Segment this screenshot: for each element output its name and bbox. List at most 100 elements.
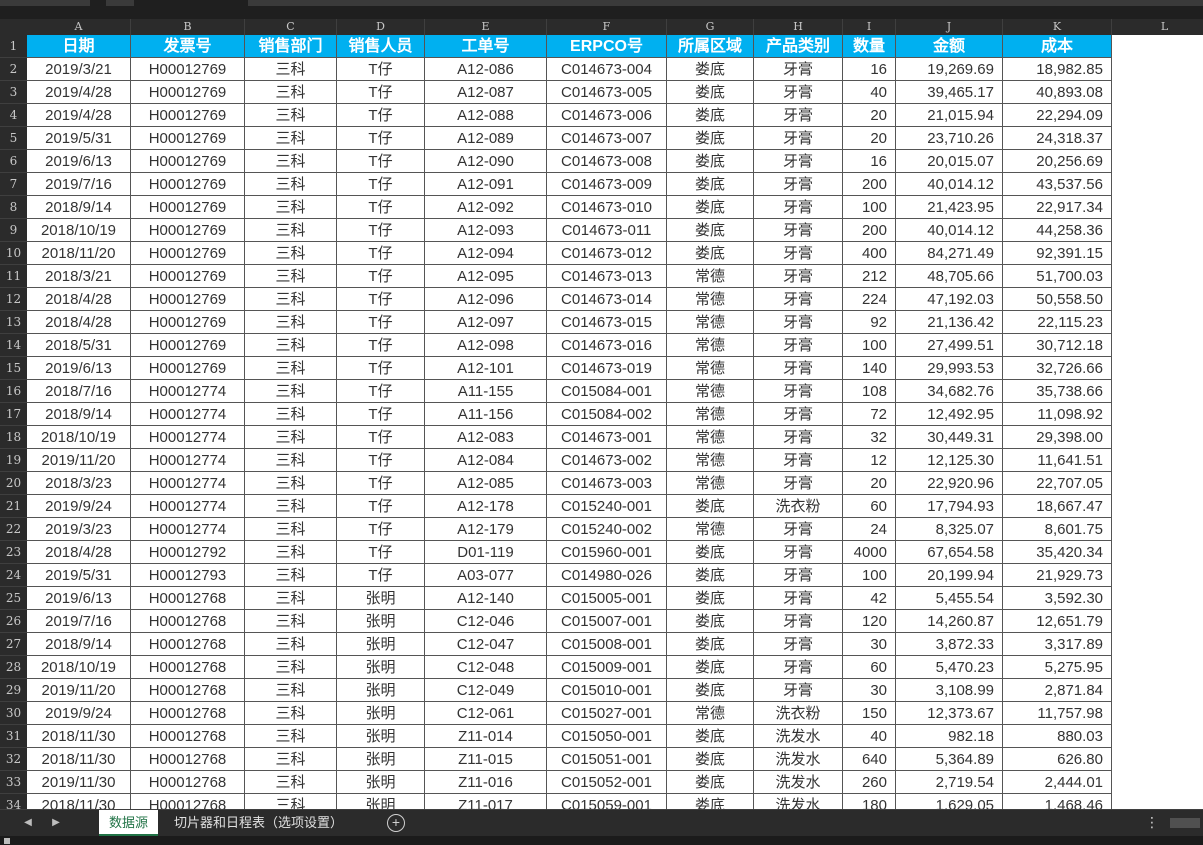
cell-date[interactable]: 2018/9/14 [27,196,131,219]
cell-product[interactable]: 牙膏 [754,541,843,564]
cell-product[interactable]: 牙膏 [754,679,843,702]
cell-amount[interactable]: 67,654.58 [896,541,1003,564]
cell-region[interactable]: 娄底 [667,633,754,656]
cell-invoice[interactable]: H00012769 [131,334,245,357]
cell-salesperson[interactable]: T仔 [337,173,425,196]
cell-product[interactable]: 洗衣粉 [754,702,843,725]
row-header-14[interactable]: 14 [0,334,27,357]
cell-date[interactable]: 2019/6/13 [27,150,131,173]
cell-invoice[interactable]: H00012768 [131,794,245,809]
cell-quantity[interactable]: 60 [843,495,896,518]
cell-quantity[interactable]: 640 [843,748,896,771]
cell-date[interactable]: 2019/11/20 [27,679,131,702]
cell-salesperson[interactable]: T仔 [337,81,425,104]
cell-date[interactable]: 2018/11/20 [27,242,131,265]
header-cell-invoice[interactable]: 发票号 [131,35,245,58]
header-cell-quantity[interactable]: 数量 [843,35,896,58]
cell-date[interactable]: 2018/10/19 [27,656,131,679]
cell-amount[interactable]: 14,260.87 [896,610,1003,633]
cell-quantity[interactable]: 180 [843,794,896,809]
cell-salesperson[interactable]: T仔 [337,127,425,150]
cell-department[interactable]: 三科 [245,426,337,449]
tab-data-source[interactable]: 数据源 [99,810,159,836]
cell-work-order[interactable]: Z11-017 [425,794,547,809]
cell-invoice[interactable]: H00012774 [131,495,245,518]
cell-quantity[interactable]: 42 [843,587,896,610]
cell-amount[interactable]: 40,014.12 [896,219,1003,242]
cell-cost[interactable]: 8,601.75 [1003,518,1112,541]
cell-cost[interactable]: 35,738.66 [1003,380,1112,403]
cell-amount[interactable]: 12,125.30 [896,449,1003,472]
cell-work-order[interactable]: D01-119 [425,541,547,564]
cell-invoice[interactable]: H00012769 [131,81,245,104]
row-header-6[interactable]: 6 [0,150,27,173]
cell-department[interactable]: 三科 [245,288,337,311]
cell-date[interactable]: 2018/10/19 [27,426,131,449]
cell-invoice[interactable]: H00012792 [131,541,245,564]
cell-work-order[interactable]: A12-084 [425,449,547,472]
cell-amount[interactable]: 40,014.12 [896,173,1003,196]
cell-product[interactable]: 牙膏 [754,380,843,403]
cell-product[interactable]: 牙膏 [754,242,843,265]
cell-department[interactable]: 三科 [245,748,337,771]
cell-date[interactable]: 2019/11/30 [27,771,131,794]
header-cell-work-order[interactable]: 工单号 [425,35,547,58]
cell-quantity[interactable]: 16 [843,150,896,173]
cell-quantity[interactable]: 20 [843,104,896,127]
cell-salesperson[interactable]: 张明 [337,702,425,725]
cell-salesperson[interactable]: 张明 [337,633,425,656]
cell-invoice[interactable]: H00012769 [131,150,245,173]
row-header-2[interactable]: 2 [0,58,27,81]
macro-record-icon[interactable] [4,838,10,844]
cell-erpco[interactable]: C014673-010 [547,196,667,219]
cell-work-order[interactable]: A12-083 [425,426,547,449]
cell-work-order[interactable]: A12-101 [425,357,547,380]
cell-region[interactable]: 娄底 [667,771,754,794]
cell-quantity[interactable]: 32 [843,426,896,449]
cell-work-order[interactable]: A12-085 [425,472,547,495]
row-header-23[interactable]: 23 [0,541,27,564]
add-sheet-button[interactable]: + [387,814,405,832]
cell-cost[interactable]: 32,726.66 [1003,357,1112,380]
cell-product[interactable]: 洗发水 [754,794,843,809]
row-header-16[interactable]: 16 [0,380,27,403]
cell-erpco[interactable]: C014673-014 [547,288,667,311]
cell-salesperson[interactable]: T仔 [337,449,425,472]
cell-product[interactable]: 牙膏 [754,587,843,610]
cell-salesperson[interactable]: T仔 [337,357,425,380]
header-cell-amount[interactable]: 金额 [896,35,1003,58]
cell-salesperson[interactable]: T仔 [337,380,425,403]
cell-date[interactable]: 2019/3/23 [27,518,131,541]
cell-amount[interactable]: 48,705.66 [896,265,1003,288]
cell-salesperson[interactable]: T仔 [337,219,425,242]
cell-erpco[interactable]: C015084-002 [547,403,667,426]
cell-invoice[interactable]: H00012769 [131,196,245,219]
cell-product[interactable]: 牙膏 [754,518,843,541]
cell-region[interactable]: 娄底 [667,242,754,265]
cell-salesperson[interactable]: T仔 [337,150,425,173]
cell-product[interactable]: 洗衣粉 [754,495,843,518]
cell-erpco[interactable]: C014673-013 [547,265,667,288]
cell-salesperson[interactable]: 张明 [337,771,425,794]
cell-cost[interactable]: 30,712.18 [1003,334,1112,357]
cell-erpco[interactable]: C015009-001 [547,656,667,679]
cell-work-order[interactable]: Z11-016 [425,771,547,794]
cell-work-order[interactable]: A12-089 [425,127,547,150]
cell-erpco[interactable]: C014673-019 [547,357,667,380]
cell-amount[interactable]: 20,199.94 [896,564,1003,587]
cell-salesperson[interactable]: 张明 [337,610,425,633]
cell-product[interactable]: 牙膏 [754,403,843,426]
cell-salesperson[interactable]: T仔 [337,403,425,426]
cell-cost[interactable]: 880.03 [1003,725,1112,748]
cell-work-order[interactable]: A12-093 [425,219,547,242]
cell-product[interactable]: 牙膏 [754,196,843,219]
cell-cost[interactable]: 18,982.85 [1003,58,1112,81]
formula-bar[interactable] [248,0,1203,6]
cell-invoice[interactable]: H00012768 [131,702,245,725]
cell-date[interactable]: 2018/11/30 [27,794,131,809]
cell-erpco[interactable]: C014980-026 [547,564,667,587]
row-header-12[interactable]: 12 [0,288,27,311]
row-header-24[interactable]: 24 [0,564,27,587]
cell-amount[interactable]: 84,271.49 [896,242,1003,265]
cell-department[interactable]: 三科 [245,127,337,150]
